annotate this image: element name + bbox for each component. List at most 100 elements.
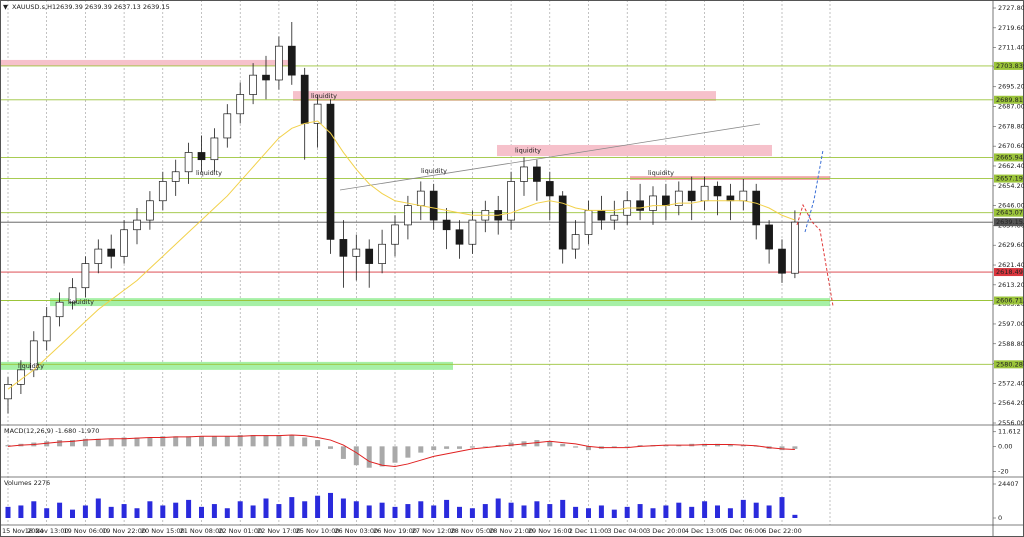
y-tick-label: 11.612 (998, 428, 1021, 436)
x-tick-label: 15 Nov 2024 (2, 527, 44, 535)
bar (740, 499, 746, 518)
zone-label: liquidity (515, 147, 541, 155)
candle-body (146, 200, 154, 221)
annotation: liquidity (421, 167, 447, 175)
level-tag (994, 360, 1023, 369)
bar (366, 505, 372, 518)
bar (392, 506, 398, 518)
bar (57, 440, 63, 447)
candle-body (249, 74, 257, 95)
bar (753, 502, 759, 518)
candle-body (571, 234, 580, 250)
bar (508, 442, 514, 447)
candle-body (416, 190, 425, 206)
y-tick-label: 2687.00 (998, 103, 1024, 111)
bar (237, 501, 243, 518)
y-tick-label: 2646.00 (998, 202, 1024, 210)
bar (779, 497, 785, 518)
bar (379, 446, 385, 467)
bar (586, 446, 591, 451)
bar (611, 446, 617, 448)
bar (444, 499, 450, 518)
y-tick-label: -20 (998, 467, 1009, 475)
candle-body (236, 94, 245, 115)
bar (160, 505, 166, 518)
bar (211, 504, 217, 518)
bar (663, 505, 669, 518)
bar (444, 446, 450, 449)
bar (405, 504, 411, 518)
bar (95, 498, 101, 518)
x-tick-label: 22 Nov 01:00 (218, 527, 262, 535)
bar (366, 446, 372, 468)
candle-body (636, 200, 644, 211)
x-tick-label: 19 Nov 22:00 (102, 527, 146, 535)
bar (457, 506, 462, 518)
bar (186, 499, 192, 518)
bar (199, 436, 204, 447)
level-label: 2606.71 (996, 297, 1023, 305)
bar (134, 508, 140, 518)
level-tag (994, 61, 1023, 70)
y-tick-label: 2727.80 (998, 4, 1024, 12)
candle-body (545, 181, 554, 197)
candle-body (158, 181, 167, 202)
marks (4, 22, 799, 518)
bar (727, 508, 733, 518)
bar (82, 438, 88, 447)
x-tick-label: 29 Nov 16:00 (528, 527, 572, 535)
bar (482, 504, 488, 518)
bar (237, 435, 243, 447)
bar (792, 514, 798, 518)
bar (392, 446, 398, 463)
candle-body (455, 229, 464, 245)
level-label: 2657.19 (996, 175, 1023, 183)
bar (147, 501, 153, 518)
bar (792, 446, 798, 449)
bar (5, 506, 11, 518)
level-label: 2639.15 (996, 218, 1023, 226)
bar (715, 443, 720, 447)
bar (637, 445, 643, 447)
y-tick-label: 2654.20 (998, 182, 1024, 190)
x-tick-label: 6 Dec 22:00 (762, 527, 802, 535)
bar (108, 506, 114, 518)
bar (57, 502, 63, 518)
bar (624, 506, 630, 518)
candle-body (68, 287, 77, 303)
bar (534, 501, 540, 518)
bar (379, 502, 385, 518)
bar (121, 504, 127, 518)
bar (70, 440, 75, 447)
bar (753, 446, 759, 447)
liquidity-zone (50, 298, 830, 307)
bar (211, 436, 217, 447)
x-tick-label: 26 Nov 19:00 (373, 527, 417, 535)
bar (405, 446, 411, 458)
x-tick-label: 5 Dec 06:00 (724, 527, 764, 535)
symbol: XAUUSD.s,H1 (12, 3, 56, 11)
level-tag (994, 95, 1023, 104)
candle-body (81, 263, 90, 289)
liquidity-zone (630, 176, 830, 180)
bar (289, 497, 295, 518)
candle-body (584, 210, 593, 235)
y-tick-label: 2597.00 (998, 320, 1024, 328)
projection-down (796, 203, 834, 307)
moving-average (7, 120, 796, 390)
bar (689, 506, 695, 518)
liquidity-zone (293, 91, 716, 102)
bar (186, 436, 192, 447)
x-tick-label: 27 Nov 12:00 (412, 527, 456, 535)
x-tick-label: 21 Nov 08:00 (180, 527, 224, 535)
x-tick-label: 3 Dec 04:00 (607, 527, 647, 535)
bar (44, 508, 50, 518)
candle-body (468, 219, 477, 245)
candle-body (339, 239, 348, 257)
candle-body (107, 248, 116, 257)
candle-body (326, 103, 335, 240)
y-tick-label: 2556.00 (998, 419, 1024, 427)
trend-line (339, 123, 761, 191)
bar (276, 504, 282, 518)
candle-body (558, 195, 567, 250)
